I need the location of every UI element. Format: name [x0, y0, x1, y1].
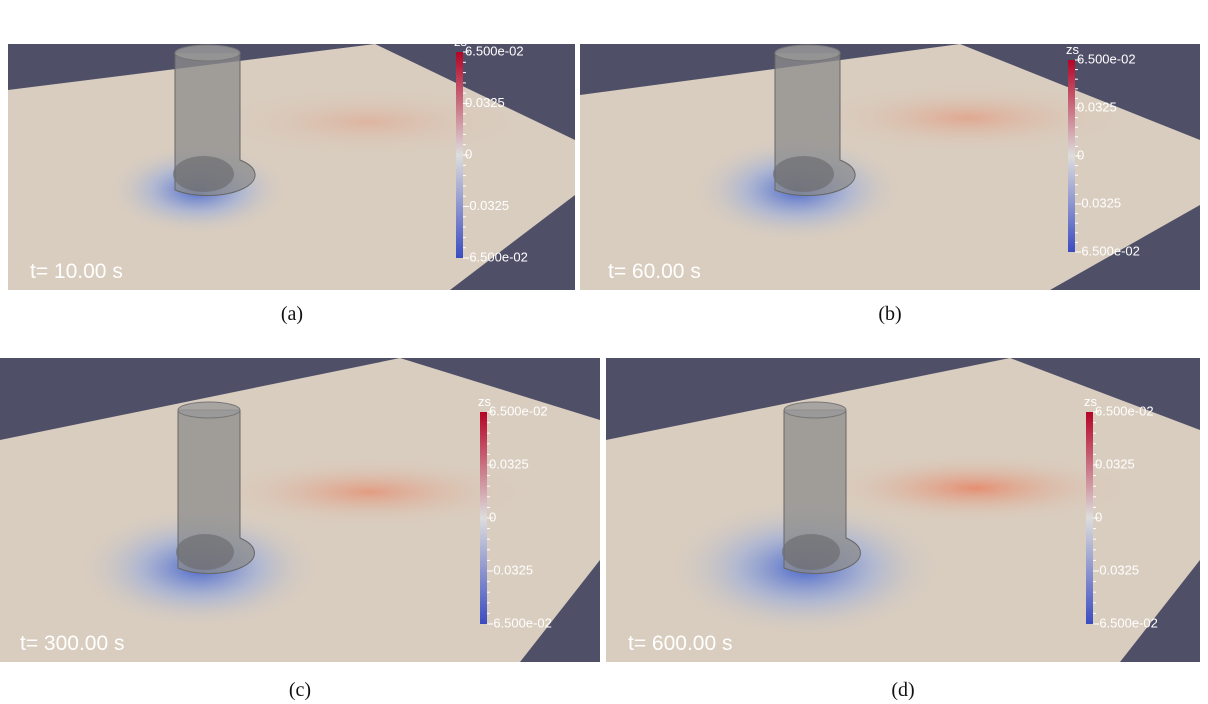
cylinder-base — [176, 534, 234, 570]
colorbar-title: zs — [1084, 394, 1098, 409]
colorbar — [1086, 412, 1093, 624]
cylinder-base — [173, 156, 234, 192]
panel: zs6.500e-02 0.0325 0 -0.0325 -6.500e-02 t= 60… — [606, 358, 1200, 701]
colorbar — [480, 412, 487, 624]
wake-red — [209, 457, 529, 527]
cylinder — [783, 409, 861, 575]
colorbar-tick-label: 0.0325 — [465, 95, 505, 110]
colorbar-tick-label: 0 — [465, 146, 472, 161]
wake-red — [815, 453, 1135, 523]
colorbar-tick-label: -0.0325 — [465, 198, 509, 213]
colorbar-tick-label: 0 — [1095, 509, 1102, 524]
panel-caption: (a) — [281, 303, 303, 325]
colorbar-tick-label: -0.0325 — [1077, 195, 1121, 210]
colorbar-tick-label: 0 — [489, 509, 496, 524]
colorbar-tick-label: 0 — [1077, 147, 1084, 162]
colorbar — [1068, 60, 1075, 252]
colorbar-tick-label: 6.500e-02 — [489, 403, 548, 418]
time-label: t= 600.00 s — [628, 632, 733, 655]
colorbar-tick-label: -0.0325 — [1095, 562, 1139, 577]
cylinder — [177, 409, 255, 575]
colorbar-tick-label: 0.0325 — [1095, 456, 1135, 471]
cylinder-top — [783, 401, 847, 419]
colorbar-tick-label: 6.500e-02 — [465, 43, 524, 58]
colorbar — [456, 52, 463, 258]
cylinder-base — [773, 156, 834, 192]
time-label: t= 60.00 s — [608, 260, 701, 283]
time-label: t= 10.00 s — [30, 260, 123, 283]
panel-caption: (c) — [289, 679, 311, 701]
panel-caption: (d) — [891, 679, 914, 701]
panel: zs6.500e-02 0.0325 0 -0.0325 -6.500e-02 t= 10… — [8, 34, 575, 325]
cylinder-top — [177, 401, 241, 419]
cylinder-top — [774, 44, 841, 62]
wake-red — [207, 87, 528, 157]
colorbar-title: zs — [1066, 42, 1080, 57]
cylinder-top — [174, 44, 241, 62]
colorbar-tick-label: 6.500e-02 — [1077, 51, 1136, 66]
panel: zs6.500e-02 0.0325 0 -0.0325 -6.500e-02 t= 60… — [580, 42, 1200, 325]
time-label: t= 300.00 s — [20, 632, 125, 655]
colorbar-tick-label: 0.0325 — [489, 456, 529, 471]
colorbar-tick-label: -6.500e-02 — [465, 249, 528, 264]
colorbar-tick-label: -6.500e-02 — [1095, 615, 1158, 630]
colorbar-tick-label: -6.500e-02 — [1077, 243, 1140, 258]
panel-caption: (b) — [878, 303, 901, 325]
colorbar-tick-label: 0.0325 — [1077, 99, 1117, 114]
wake-red — [807, 83, 1128, 153]
colorbar-title: zs — [454, 34, 468, 49]
panel: zs6.500e-02 0.0325 0 -0.0325 -6.500e-02 t= 30… — [0, 358, 600, 701]
colorbar-title: zs — [478, 394, 492, 409]
colorbar-tick-label: -0.0325 — [489, 562, 533, 577]
colorbar-tick-label: 6.500e-02 — [1095, 403, 1154, 418]
cylinder-base — [782, 534, 840, 570]
colorbar-tick-label: -6.500e-02 — [489, 615, 552, 630]
